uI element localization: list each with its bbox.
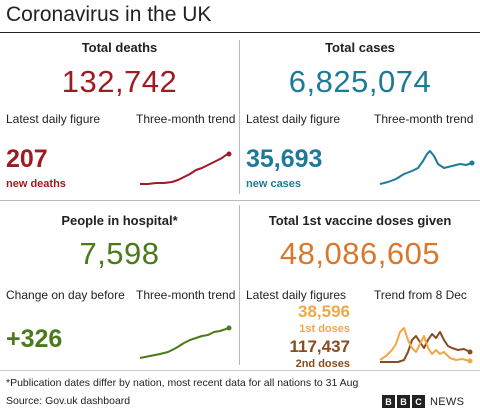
title-rule xyxy=(0,32,480,33)
source-credit: Source: Gov.uk dashboard xyxy=(6,395,131,407)
vaccine-heading: Total 1st vaccine doses given xyxy=(268,213,452,228)
vaccine-second-dose-trend-line xyxy=(380,331,471,363)
deaths-trend-label: Three-month trend xyxy=(136,112,236,126)
page-title: Coronavirus in the UK xyxy=(6,3,212,26)
vertical-divider-top xyxy=(239,40,240,194)
deaths-total: 132,742 xyxy=(61,64,178,99)
bbc-news-logo: B B C NEWS xyxy=(382,395,464,408)
vaccine-trend-label: Trend from 8 Dec xyxy=(374,288,467,302)
hospital-trend-endpoint xyxy=(226,325,232,331)
cases-daily-figure: 35,693 xyxy=(246,145,323,173)
hospital-change-figure: +326 xyxy=(6,325,63,353)
deaths-heading: Total deaths xyxy=(81,40,158,55)
vaccine-first-dose-figure: 38,596 xyxy=(298,302,350,321)
deaths-trend-line xyxy=(140,153,230,185)
deaths-trend-endpoint xyxy=(226,151,232,157)
cases-latest-label: Latest daily figure xyxy=(246,112,341,126)
bbc-logo-block-b2: B xyxy=(397,395,410,408)
vaccine-trend-chart xyxy=(379,327,473,364)
cases-trend-line xyxy=(379,150,473,185)
bbc-logo-block-c: C xyxy=(412,395,425,408)
footnote: *Publication dates differ by nation, mos… xyxy=(6,377,359,389)
vaccine-first-dose-trend-line xyxy=(379,327,471,362)
deaths-trend-chart xyxy=(140,151,232,185)
hospital-trend-line xyxy=(139,327,230,359)
footer-divider xyxy=(0,370,480,371)
vaccine-second-dose-figure: 117,437 xyxy=(289,337,350,356)
cases-heading: Total cases xyxy=(325,40,395,55)
vaccine-second-dose-endpoint xyxy=(467,349,473,355)
cases-daily-note: new cases xyxy=(246,178,302,190)
deaths-latest-label: Latest daily figure xyxy=(6,112,101,126)
deaths-daily-figure: 207 xyxy=(6,145,48,173)
bbc-logo-block-b1: B xyxy=(382,395,395,408)
cases-trend-endpoint xyxy=(469,160,475,166)
cases-trend-chart xyxy=(379,150,475,185)
bbc-news-wordmark: NEWS xyxy=(430,395,465,408)
hospital-total: 7,598 xyxy=(79,236,160,271)
cases-trend-label: Three-month trend xyxy=(374,112,474,126)
deaths-daily-note: new deaths xyxy=(6,178,66,190)
hospital-trend-chart xyxy=(139,325,232,359)
vaccine-total: 48,086,605 xyxy=(279,236,441,271)
hospital-change-label: Change on day before xyxy=(6,288,125,302)
vaccine-first-dose-endpoint xyxy=(467,358,473,364)
vaccine-first-dose-note: 1st doses xyxy=(299,323,350,335)
hospital-trend-label: Three-month trend xyxy=(136,288,236,302)
vaccine-latest-label: Latest daily figures xyxy=(246,288,347,302)
cases-total: 6,825,074 xyxy=(288,64,432,99)
hospital-heading: People in hospital* xyxy=(61,213,178,228)
vaccine-second-dose-note: 2nd doses xyxy=(295,358,350,370)
vertical-divider-bottom xyxy=(239,205,240,365)
horizontal-divider xyxy=(0,200,480,201)
